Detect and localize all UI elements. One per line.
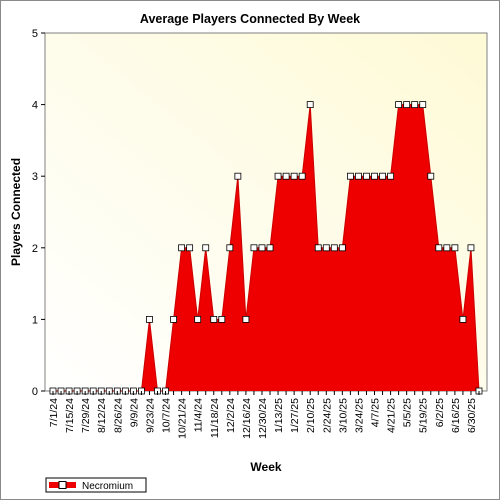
data-point: [218, 315, 226, 323]
x-tick-label: 1/27/25: [289, 398, 301, 433]
data-point: [459, 315, 467, 323]
x-tick-label: 2/10/25: [305, 398, 317, 433]
x-tick-label: 1/13/25: [273, 398, 285, 433]
data-point: [274, 172, 282, 180]
data-point: [419, 101, 427, 108]
data-point: [403, 101, 411, 108]
x-tick-label: 7/15/24: [64, 398, 76, 433]
data-point: [379, 172, 386, 180]
data-point: [427, 172, 435, 180]
data-point: [250, 244, 258, 252]
x-tick-label: 6/2/25: [434, 398, 446, 427]
data-point: [266, 244, 274, 252]
data-point: [330, 244, 338, 252]
chart-title: Average Players Connected By Week: [140, 12, 360, 26]
y-tick-label: 4: [32, 100, 38, 112]
y-tick-label: 0: [32, 386, 38, 398]
data-point: [411, 101, 419, 108]
data-point: [451, 244, 459, 252]
data-point: [226, 244, 234, 252]
data-point: [194, 315, 202, 323]
y-axis-label: Players Connected: [9, 158, 23, 266]
y-tick-label: 5: [32, 28, 38, 40]
data-point: [170, 315, 177, 323]
x-tick-label: 3/24/25: [353, 398, 365, 433]
data-point: [363, 172, 370, 180]
data-point: [338, 244, 346, 252]
data-point: [387, 172, 394, 180]
x-tick-label: 11/4/24: [193, 398, 205, 432]
x-tick-label: 3/10/25: [337, 398, 349, 433]
data-point: [298, 172, 306, 180]
x-tick-label: 11/18/24: [209, 398, 221, 438]
data-point: [443, 244, 451, 252]
data-point: [322, 244, 330, 252]
x-tick-label: 4/21/25: [386, 398, 398, 433]
x-axis-label: Week: [250, 460, 281, 474]
x-tick-label: 8/12/24: [96, 398, 108, 433]
data-point: [202, 244, 210, 252]
x-tick-label: 9/9/24: [128, 398, 140, 427]
x-tick-label: 4/7/25: [370, 398, 382, 427]
data-point: [346, 172, 354, 180]
x-tick-label: 6/16/25: [450, 398, 462, 433]
x-tick-label: 5/5/25: [402, 398, 414, 427]
x-tick-label: 10/21/24: [177, 398, 189, 439]
data-point: [435, 244, 443, 252]
y-tick-label: 1: [32, 314, 38, 326]
x-tick-label: 12/30/24: [257, 398, 269, 439]
data-point: [314, 244, 322, 252]
x-tick-label: 2/24/25: [321, 398, 333, 433]
legend: Necromium: [45, 477, 147, 493]
x-tick-label: 12/16/24: [241, 398, 253, 439]
x-tick-label: 12/2/24: [225, 398, 237, 433]
x-tick-label: 6/30/25: [466, 398, 478, 433]
data-point: [178, 244, 186, 252]
legend-box: [45, 477, 147, 493]
data-point: [146, 315, 153, 323]
x-tick-label: 7/1/24: [48, 398, 60, 427]
y-tick-label: 3: [32, 171, 38, 183]
data-point: [258, 244, 266, 252]
y-tick-label: 2: [32, 243, 38, 255]
x-tick-label: 10/7/24: [161, 398, 173, 433]
data-point: [467, 244, 475, 252]
x-tick-label: 5/19/25: [418, 398, 430, 433]
data-point: [371, 172, 378, 180]
data-point: [306, 101, 314, 108]
data-point: [395, 101, 403, 108]
data-point: [234, 172, 242, 180]
legend-marker-icon: [58, 481, 67, 489]
x-tick-label: 8/26/24: [112, 398, 124, 433]
data-point: [282, 172, 290, 180]
data-point: [210, 315, 218, 323]
x-tick-label: 9/23/24: [144, 398, 156, 433]
data-point: [242, 315, 250, 323]
axis-layer: 0 1 2 3 4 5 7/1/24 7/15/24 7/29/24 8/12/24 8/26/24…: [32, 28, 480, 439]
legend-label: Necromium: [82, 481, 133, 492]
data-point: [355, 172, 362, 180]
data-point: [186, 244, 194, 252]
data-point: [290, 172, 298, 180]
x-tick-label: 7/29/24: [80, 398, 92, 433]
